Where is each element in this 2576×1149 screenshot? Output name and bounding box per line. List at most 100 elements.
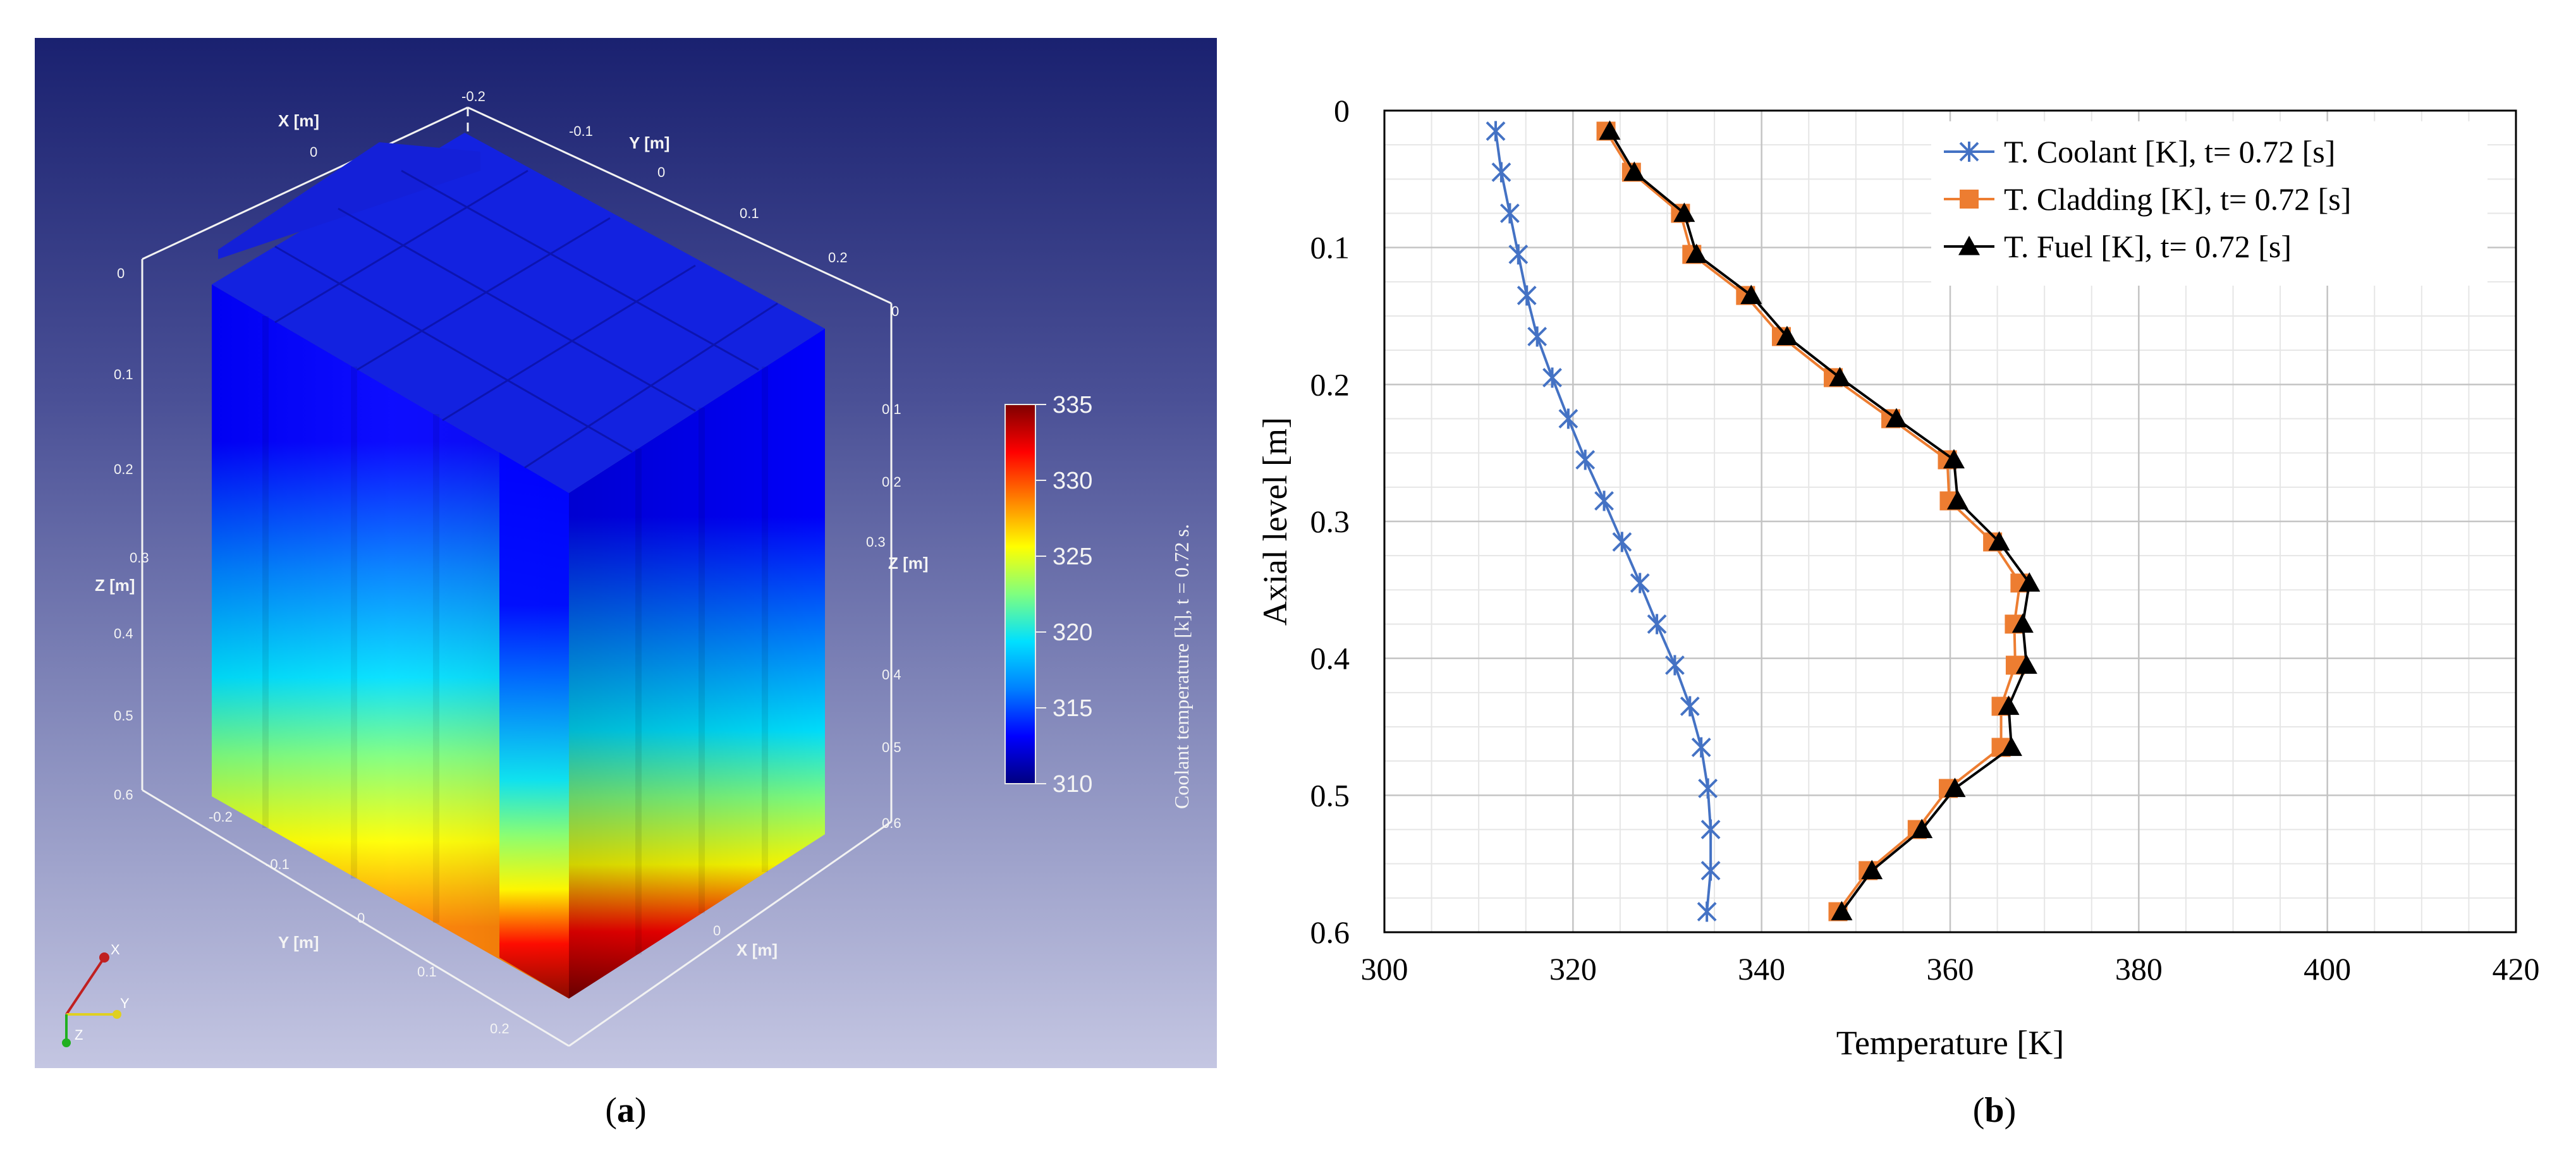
z-tick-left-2: 0.2 [114,461,133,477]
triad-y-label: Y [120,995,130,1011]
series-0-point [1630,573,1650,593]
series-2-point [1946,490,1969,510]
series-0-point [1527,326,1547,347]
z-tick-left-1: 0.1 [114,367,133,382]
y-tick-bottom-1: -0.1 [266,856,290,872]
y-tick-top-3: 0.1 [740,205,759,221]
series-2-point [2011,613,2034,633]
x-tick-label: 340 [1738,951,1785,987]
series-0-point [1558,408,1578,429]
y-tick-label: 0.2 [1310,367,1350,402]
series-2 [1599,120,2041,921]
y-tick-top-1: -0.1 [569,123,593,139]
z-tick-left-3: 0.3 [130,550,149,566]
legend-swatch-marker [1960,190,1979,209]
series-2-point [1944,777,1966,798]
y-tick-top-2: 0 [657,164,665,180]
z-tick-right-6: 0.6 [882,815,901,831]
colorbar-tick-3: 320 [1053,619,1092,646]
x-tick-label: 320 [1549,951,1597,987]
z-tick-left-4: 0.4 [114,626,133,641]
z-tick-right-0: 0 [891,303,899,319]
y-tick-label: 0.6 [1310,915,1350,950]
series-2-point [2018,572,2041,592]
series-2-point [1685,243,1707,264]
z-tick-left-0: 0 [117,265,125,281]
legend-entry-1: T. Cladding [K], t= 0.72 [s] [1944,181,2351,217]
colorbar-tick-4: 315 [1053,695,1092,722]
series-2-point [2015,654,2037,674]
y-tick-top-0: -0.2 [461,88,485,104]
y-axis-title: Axial level [m] [1256,417,1294,626]
panel-a-label: (a) [605,1091,646,1130]
colorbar-tick-5: 310 [1053,771,1092,798]
legend-label: T. Cladding [K], t= 0.72 [s] [2004,181,2351,217]
block-right-face-shade [569,329,825,999]
legend-label: T. Coolant [K], t= 0.72 [s] [2004,134,2335,169]
series-0-point [1594,490,1614,511]
series-0-point [1542,367,1562,388]
legend-items: T. Coolant [K], t= 0.72 [s] T. Cladding [… [1944,134,2351,264]
series-2-point [1740,284,1762,305]
y-tick-labels: 0 0.1 0.2 0.3 0.4 0.5 0.6 [1310,93,1350,950]
x-tick-bottom-0: 0 [713,923,721,939]
y-tick-label: 0.4 [1310,641,1350,676]
z-tick-right-3: 0.3 [866,534,886,550]
y-tick-bottom-3: 0.1 [417,964,437,980]
series-2-point [1988,531,2010,551]
series-0-point [1680,696,1700,717]
series-0-point [1575,449,1596,470]
z-tick-right-1: 0.1 [882,401,901,417]
colorbar-tick-1: 330 [1053,468,1092,494]
series-0-point [1698,778,1718,799]
y-tick-label: 0.5 [1310,777,1350,813]
orientation-triad: X Y Z [62,942,130,1047]
x-tick-label: 400 [2304,951,2351,987]
y-tick-bottom-2: 0 [357,910,365,926]
series-0-point [1647,614,1667,635]
colorbar-title: Coolant temperature [k], t = 0.72 s. [1170,524,1193,809]
z-tick-right-4: 0.4 [882,667,901,683]
series-2-point [1998,695,2020,715]
x-tick-label: 380 [2115,951,2163,987]
series-2-point [1885,408,1907,428]
series-2-point [2000,736,2022,757]
panel-b-chart: 300 320 340 360 380 400 420 0 0.1 0.2 0.3 0.4 0.5 0.… [1256,93,2540,1062]
block-top-face-rear [218,142,480,259]
z-tick-left-5: 0.5 [114,708,133,724]
series-0-point [1700,819,1721,840]
series-layer [1486,120,2041,922]
series-0-point [1612,532,1632,552]
series-2-point [1599,120,1621,140]
x-tick-label: 420 [2493,951,2540,987]
series-2-point [1943,449,1965,469]
y-axis-label-top: Y [m] [629,133,670,152]
legend: T. Coolant [K], t= 0.72 [s] T. Cladding [… [1931,121,2487,286]
series-2-point [1829,367,1851,387]
series-2-point [1776,325,1798,346]
series-0-point [1499,203,1520,224]
colorbar-ticks [1035,404,1046,784]
y-axis-label-bottom: Y [m] [278,933,319,952]
assembly-grid-top [274,169,778,469]
legend-entry-0: T. Coolant [K], t= 0.72 [s] [1944,134,2335,169]
y-tick-bottom-0: -0.2 [209,809,233,825]
y-tick-label: 0.3 [1310,504,1350,539]
colorbar-tick-0: 335 [1053,392,1092,418]
z-axis-label-left: Z [m] [95,576,135,595]
panel-b-label: (b) [1973,1091,2016,1130]
series-2-point [1861,860,1883,880]
face-stripes [262,316,768,954]
series-0-point [1517,285,1537,306]
series-2-point [1673,202,1695,222]
bounding-box-wireframe [141,106,893,1047]
series-0-point [1486,121,1506,142]
series-0 [1486,121,1721,922]
y-tick-bottom-4: 0.2 [490,1021,510,1037]
series-0-point [1691,737,1711,758]
x-tick-labels: 300 320 340 360 380 400 420 [1361,951,2540,987]
legend-swatch-marker [1958,236,1980,255]
z-axis-label-right: Z [m] [888,554,929,573]
x-tick-top-0: 0 [310,144,317,160]
